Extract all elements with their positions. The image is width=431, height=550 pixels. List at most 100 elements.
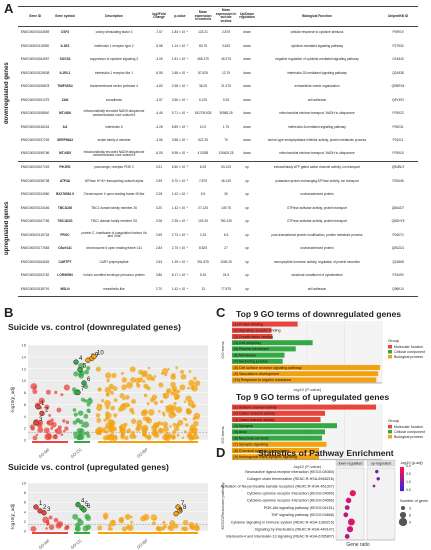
- legend-title: Group: [388, 418, 400, 423]
- highlight-point: [73, 359, 79, 365]
- data-point: [111, 373, 117, 379]
- table-cell: 8.98 × 10⁻⁴: [171, 151, 189, 156]
- panel-label-d: D: [216, 445, 226, 460]
- table-cell: Q96KJ4: [392, 286, 404, 291]
- data-point: [60, 433, 64, 436]
- table-cell: 1.14 × 10⁻⁵: [171, 43, 189, 48]
- bar: [232, 346, 296, 352]
- color-legend-step: [400, 467, 404, 470]
- data-point: [182, 519, 189, 526]
- data-point: [195, 522, 198, 526]
- data-point: [45, 527, 48, 530]
- data-point: [54, 390, 58, 395]
- legend-swatch: [388, 429, 392, 434]
- table-cell: 1.84 × 10⁻⁶: [171, 30, 189, 35]
- data-point: [189, 525, 194, 530]
- point-label: 9: [95, 352, 99, 358]
- highlight-point: [35, 404, 41, 410]
- table-row: ENSG00000115590 IL1R2 interleukin 1 recept…: [18, 40, 418, 54]
- data-point: [46, 523, 49, 526]
- data-point: [65, 420, 70, 425]
- data-point: [138, 377, 144, 383]
- table-cell: ENSG00000115590: [20, 43, 50, 48]
- data-point: [119, 428, 124, 433]
- data-point: [105, 412, 112, 419]
- data-point: [181, 436, 185, 439]
- y-tick-label: 8: [24, 490, 27, 495]
- table-cell: colony stimulating factor 3: [95, 30, 133, 35]
- table-cell: chromosome 6 open reading frame 141: [86, 246, 142, 251]
- color-legend-step: [400, 477, 404, 480]
- data-point: [104, 386, 112, 394]
- highlight-point: [81, 380, 87, 386]
- bar: [232, 435, 322, 441]
- table-cell: cell adhesion: [307, 97, 327, 102]
- bar-label: (3) Gated channel activity: [234, 418, 275, 422]
- table-cell: ENSG00000134046: [20, 205, 50, 210]
- pathway-label: Neuroactive ligand-receptor interaction …: [245, 470, 334, 474]
- data-point: [193, 376, 197, 381]
- legend-label: Molecular function: [394, 345, 423, 349]
- data-point: [347, 518, 355, 526]
- data-point: [163, 524, 167, 529]
- table-row: ENSG00000107249 PIK3R2 pucnoenge; receptor…: [18, 160, 418, 175]
- table-cell: 8.525: [199, 246, 207, 251]
- category-bar: [98, 441, 198, 443]
- pathway-label: TNF signaling pathway (KEGG:04668): [271, 513, 334, 517]
- table-cell: 522.25: [198, 138, 208, 143]
- data-point: [142, 416, 147, 421]
- data-point: [37, 426, 44, 433]
- data-point: [48, 515, 53, 520]
- point-label: 5: [85, 502, 89, 508]
- data-point: [151, 521, 156, 526]
- chart-c2-title: Top 9 GO terms of upregulated genes: [236, 392, 389, 402]
- table-header-cell: Mean expression in controls: [192, 6, 214, 27]
- data-point: [64, 526, 69, 531]
- data-point: [113, 413, 118, 418]
- chart-d-xlabel: Gene ratio: [346, 542, 370, 548]
- table-cell: up: [245, 205, 249, 210]
- y-tick-label: 14: [22, 354, 27, 359]
- table-row: ENSG00000167766 TBC1D3G TBC1 domain family…: [18, 215, 418, 229]
- table-row: ENSG00000115718 PROC protein C, inactivato…: [18, 229, 418, 243]
- data-point: [124, 513, 131, 520]
- point-label: 4: [81, 499, 85, 505]
- data-point: [85, 515, 92, 521]
- table-cell: P03923: [392, 111, 404, 116]
- data-point: [95, 413, 101, 418]
- table-cell: ATP4A: [59, 178, 71, 183]
- table-cell: 21.375: [221, 84, 231, 89]
- table-row: ENSG00000196878 TIMP4SS4 transmembrane ser…: [18, 80, 418, 94]
- table-cell: interleukin-6-mediated signaling pathway: [288, 124, 346, 129]
- data-point: [105, 392, 110, 397]
- table-header-cell: UniprotKB ID: [378, 6, 418, 27]
- table-cell: CSF3: [60, 30, 70, 35]
- table-cell: TBC1 domain family member 26: [91, 205, 137, 210]
- data-point: [160, 400, 164, 404]
- table-cell: GTPase activator activity, protein trans…: [287, 219, 347, 224]
- table-cell: PROC: [60, 232, 70, 237]
- color-legend-step: [400, 483, 404, 486]
- table-cell: ENSG00000197249: [20, 138, 50, 143]
- data-point: [142, 379, 146, 383]
- highlight-point: [33, 504, 39, 510]
- data-point: [146, 402, 150, 406]
- point-label: 3: [47, 507, 51, 513]
- data-point: [184, 418, 188, 421]
- data-point: [86, 433, 91, 439]
- data-point: [75, 526, 80, 531]
- table-row: ENSG00000198840 MT-ND6 mitochondrially enc…: [18, 107, 418, 121]
- table-cell: 30965.25: [219, 111, 233, 116]
- data-point: [82, 525, 89, 532]
- data-point: [138, 369, 144, 375]
- table-cell: 2.25: [199, 232, 207, 237]
- bar: [232, 371, 379, 377]
- table-cell: 474355: [197, 151, 209, 156]
- table-cell: 3.31: [150, 160, 168, 175]
- table-cell: LOR/KRIN: [57, 273, 73, 278]
- table-cell: 30: [224, 192, 228, 197]
- pathway-label: Signaling by interleukins (REAC:R-HSA-44…: [254, 528, 334, 532]
- data-point: [187, 386, 190, 390]
- data-point: [167, 367, 170, 371]
- data-point: [48, 524, 55, 530]
